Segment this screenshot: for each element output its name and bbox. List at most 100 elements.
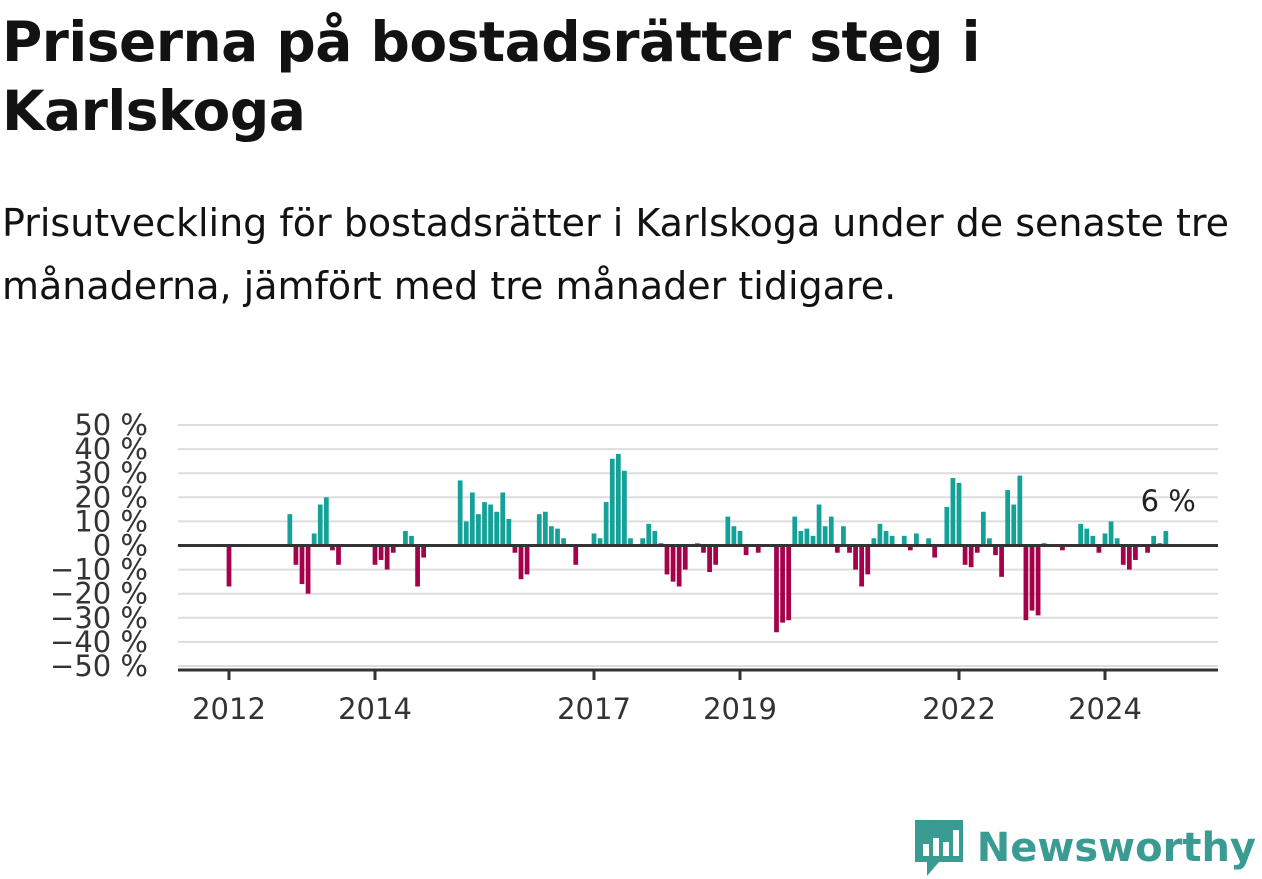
y-tick-label: 20 %	[74, 480, 148, 514]
bar	[670, 545, 676, 582]
bar	[512, 545, 518, 553]
bar	[865, 545, 871, 575]
bar	[950, 478, 956, 546]
newsworthy-logo: Newsworthy	[913, 818, 1256, 878]
bar	[907, 545, 913, 551]
bar	[1126, 545, 1132, 570]
bar	[1060, 545, 1065, 551]
bar	[1017, 475, 1023, 546]
bar	[457, 480, 463, 546]
bar	[810, 535, 816, 546]
bar	[871, 538, 877, 546]
bar	[640, 538, 646, 546]
bar	[609, 458, 615, 546]
bar	[1133, 545, 1138, 560]
bar	[591, 533, 597, 546]
bar	[390, 545, 396, 553]
bar	[226, 545, 232, 587]
bar	[701, 545, 706, 553]
bar	[883, 531, 889, 546]
bar	[731, 526, 737, 546]
bar	[1108, 521, 1114, 546]
bar	[822, 526, 828, 546]
bar	[853, 545, 858, 570]
bar	[1090, 535, 1096, 546]
bar	[999, 545, 1004, 577]
bar	[798, 531, 804, 546]
axes	[178, 544, 1218, 680]
y-tick-label: −30 %	[50, 601, 148, 635]
bar	[652, 531, 658, 546]
bar	[542, 511, 548, 546]
x-tick-label: 2019	[703, 692, 777, 726]
bar	[914, 533, 919, 546]
y-tick-label: 50 %	[74, 408, 148, 442]
y-tick-label: −40 %	[50, 625, 148, 659]
bar	[737, 531, 743, 546]
bar	[615, 453, 621, 546]
y-tick-label: −50 %	[50, 649, 148, 683]
y-tick-label: 40 %	[74, 432, 148, 466]
bar	[476, 514, 481, 546]
bar	[980, 511, 986, 546]
bar	[1029, 545, 1035, 611]
bar	[926, 538, 931, 546]
bar	[828, 516, 834, 546]
grid-lines	[178, 424, 1218, 667]
bar	[524, 545, 530, 575]
bar	[1120, 545, 1126, 565]
bar	[877, 523, 883, 546]
bar	[816, 504, 822, 546]
x-tick-label: 2017	[557, 692, 631, 726]
bar	[1102, 533, 1108, 546]
bar	[293, 545, 299, 565]
bar	[774, 545, 779, 633]
bar	[664, 545, 670, 575]
bar	[889, 535, 895, 546]
bar	[1151, 535, 1157, 546]
newsworthy-logo-text: Newsworthy	[976, 825, 1256, 871]
bar	[378, 545, 384, 560]
y-tick-label: 30 %	[74, 456, 148, 490]
bar	[987, 538, 992, 546]
bar	[993, 545, 998, 556]
bar	[944, 506, 950, 546]
bar	[409, 535, 414, 546]
bar	[1035, 545, 1041, 616]
bar	[603, 502, 609, 546]
bar	[317, 504, 323, 546]
y-tick-label: −10 %	[50, 553, 148, 587]
bar	[932, 545, 938, 558]
bar	[859, 545, 865, 587]
bar	[384, 545, 390, 570]
bar	[518, 545, 524, 580]
bar	[506, 518, 512, 546]
bar	[494, 511, 500, 546]
bar	[725, 516, 731, 546]
bar	[707, 545, 712, 573]
bar	[463, 521, 469, 546]
y-tick-label: 10 %	[74, 504, 148, 538]
bar	[676, 545, 682, 587]
bar	[336, 545, 341, 565]
x-tick-label: 2012	[192, 692, 266, 726]
bar	[573, 545, 579, 565]
bar	[1011, 504, 1017, 546]
bar	[834, 545, 840, 553]
bar	[713, 545, 719, 565]
bar	[792, 516, 798, 546]
bar	[1145, 545, 1150, 553]
bar	[962, 545, 968, 565]
bar	[372, 545, 378, 565]
bar	[1023, 545, 1029, 621]
bar	[287, 514, 293, 546]
bars	[226, 453, 1169, 633]
x-tick-label: 2024	[1068, 692, 1142, 726]
page-subtitle: Prisutveckling för bostadsrätter i Karls…	[2, 201, 1230, 308]
bar	[646, 523, 652, 546]
bar	[628, 538, 633, 546]
x-tick-label: 2022	[922, 692, 996, 726]
last-value-annotation: 6 %	[1141, 484, 1196, 518]
bar	[555, 528, 560, 546]
bar-chart: 50 %40 %30 %20 %10 %0 %−10 %−20 %−30 %−4…	[50, 408, 1218, 726]
